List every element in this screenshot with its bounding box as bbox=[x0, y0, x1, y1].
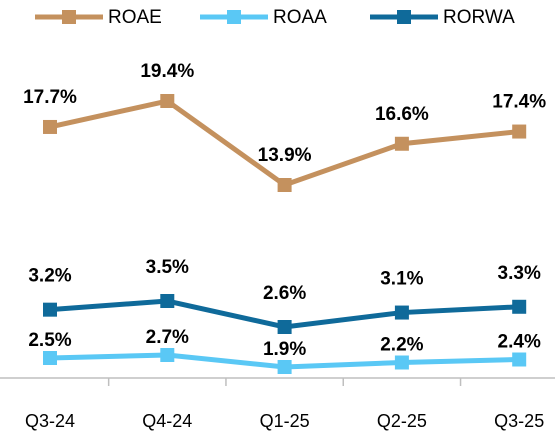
point-marker bbox=[160, 94, 175, 108]
legend-marker bbox=[227, 10, 241, 24]
point-marker bbox=[512, 352, 527, 367]
x-tick-label: Q3-24 bbox=[25, 411, 75, 431]
x-tick-label: Q4-24 bbox=[142, 411, 192, 431]
value-label: 1.9% bbox=[263, 339, 306, 360]
value-label: 3.5% bbox=[146, 257, 189, 278]
value-label: 19.4% bbox=[140, 61, 194, 82]
legend-marker bbox=[62, 10, 76, 24]
value-label: 13.9% bbox=[258, 145, 312, 166]
point-marker bbox=[277, 360, 292, 374]
point-marker bbox=[277, 178, 292, 192]
x-tick-label: Q1-25 bbox=[260, 411, 310, 431]
value-label: 3.2% bbox=[28, 266, 71, 287]
point-marker bbox=[512, 299, 527, 314]
point-marker bbox=[512, 124, 527, 139]
value-label: 16.6% bbox=[375, 104, 429, 125]
legend-marker bbox=[397, 10, 411, 24]
value-label: 3.1% bbox=[380, 269, 423, 290]
point-marker bbox=[394, 305, 409, 320]
value-label: 2.2% bbox=[380, 335, 423, 356]
point-marker bbox=[43, 119, 57, 134]
point-marker bbox=[43, 302, 57, 317]
x-tick-label: Q2-25 bbox=[377, 411, 427, 431]
legend-label: ROAA bbox=[273, 7, 327, 28]
point-marker bbox=[394, 136, 409, 151]
point-marker bbox=[160, 348, 175, 362]
point-marker bbox=[394, 355, 409, 370]
point-marker bbox=[277, 320, 292, 334]
value-label: 2.6% bbox=[263, 283, 306, 304]
value-label: 17.7% bbox=[23, 87, 77, 108]
value-label: 2.7% bbox=[146, 327, 189, 348]
value-label: 2.4% bbox=[498, 332, 541, 353]
value-label: 3.3% bbox=[498, 263, 541, 284]
point-marker bbox=[43, 351, 57, 365]
legend-label: RORWA bbox=[443, 7, 515, 28]
value-label: 17.4% bbox=[492, 92, 546, 113]
series-line bbox=[49, 98, 520, 188]
value-label: 2.5% bbox=[28, 330, 71, 351]
x-tick-label: Q3-25 bbox=[494, 411, 544, 431]
point-marker bbox=[160, 294, 175, 308]
legend-label: ROAE bbox=[108, 7, 162, 28]
